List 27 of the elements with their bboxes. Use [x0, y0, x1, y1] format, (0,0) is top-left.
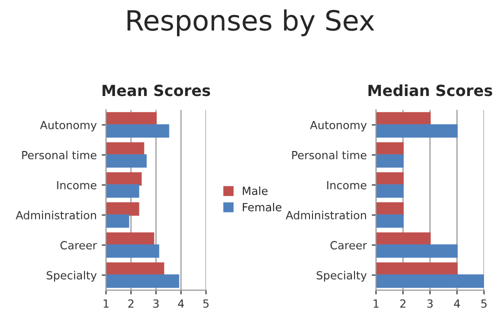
- y-tick-label: Specialty: [46, 270, 97, 282]
- y-tick-label: Administration: [16, 210, 96, 220]
- text: Responses by Sex: [128, 9, 374, 36]
- x-tick-label: 2: [400, 299, 406, 308]
- y-tick-label: Career: [60, 241, 97, 250]
- y-tick-label: Income: [57, 181, 96, 190]
- legend-label: Male: [242, 186, 268, 196]
- y-tick-label: Autonomy: [310, 121, 367, 132]
- chart-title: Median Scores: [368, 84, 492, 96]
- y-tick-label: Personal time: [22, 150, 96, 160]
- x-tick-label: 5: [203, 300, 209, 308]
- x-tick-label: 3: [427, 299, 433, 308]
- x-tick-label: 3: [153, 299, 159, 308]
- x-tick-label: 1: [104, 300, 109, 308]
- y-tick-label: Specialty: [316, 270, 367, 282]
- y-tick-label: Administration: [286, 210, 366, 220]
- y-tick-label: Autonomy: [40, 121, 97, 132]
- x-tick-label: 5: [481, 300, 487, 308]
- x-tick-label: 1: [374, 300, 379, 308]
- x-tick-label: 4: [178, 300, 184, 308]
- chart-title: Mean Scores: [102, 84, 210, 96]
- x-tick-label: 2: [128, 299, 134, 308]
- y-tick-label: Income: [327, 181, 366, 190]
- legend-label: Female: [242, 202, 282, 212]
- y-tick-label: Personal time: [292, 150, 366, 160]
- y-tick-label: Career: [330, 241, 367, 250]
- x-tick-label: 4: [454, 300, 460, 308]
